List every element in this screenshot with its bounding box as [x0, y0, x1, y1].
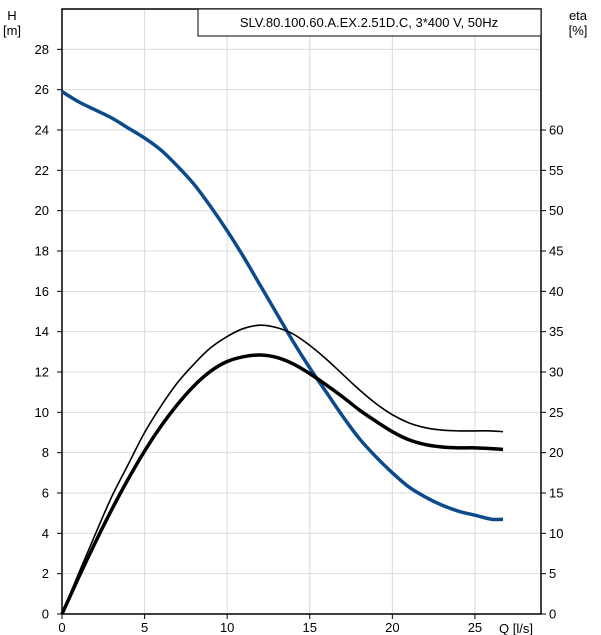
chart-title-box: SLV.80.100.60.A.EX.2.51D.C, 3*400 V, 50H… — [197, 8, 542, 37]
y-right-tick-label: 50 — [549, 203, 563, 218]
x-axis-label: Q [l/s] — [499, 621, 533, 635]
axis-ticks: 0 5 10 15 20 25024681012141618202224262805101… — [35, 42, 564, 635]
chart-title-frame — [197, 8, 542, 37]
y-right-tick-label: 30 — [549, 365, 563, 380]
right-axis-label-line-2: [%] — [569, 23, 588, 38]
x-tick-label: 0 — [58, 620, 65, 635]
right-axis-label: eta [%] — [569, 8, 588, 38]
y-left-tick-label: 16 — [35, 284, 49, 299]
y-left-tick-label: 4 — [42, 526, 49, 541]
x-tick-label: 10 — [220, 620, 234, 635]
y-left-tick-label: 28 — [35, 42, 49, 57]
y-right-tick-label: 55 — [549, 163, 563, 178]
series-layer — [60, 90, 504, 615]
y-left-tick-label: 12 — [35, 365, 49, 380]
x-tick-label: 25 — [468, 620, 482, 635]
y-right-tick-label: 40 — [549, 284, 563, 299]
y-left-tick-label: 8 — [42, 445, 49, 460]
left-axis-label-line-2: [m] — [3, 23, 21, 38]
head-curve — [61, 90, 504, 522]
x-tick-label: 15 — [303, 620, 317, 635]
y-left-tick-label: 10 — [35, 405, 49, 420]
y-right-tick-label: 20 — [549, 445, 563, 460]
y-left-tick-label: 20 — [35, 203, 49, 218]
x-tick-label: 20 — [385, 620, 399, 635]
y-left-tick-label: 6 — [42, 486, 49, 501]
y-left-tick-label: 26 — [35, 82, 49, 97]
y-right-tick-label: 0 — [549, 607, 556, 622]
left-axis-label-line-1: H — [7, 8, 16, 23]
y-left-tick-label: 0 — [42, 607, 49, 622]
y-left-tick-label: 24 — [35, 123, 49, 138]
y-left-tick-label: 18 — [35, 244, 49, 259]
y-right-tick-label: 5 — [549, 566, 556, 581]
left-axis-label: H [m] — [3, 8, 21, 38]
y-right-tick-label: 35 — [549, 324, 563, 339]
y-left-tick-label: 14 — [35, 324, 49, 339]
chart-title: SLV.80.100.60.A.EX.2.51D.C, 3*400 V, 50H… — [240, 15, 498, 30]
y-right-tick-label: 45 — [549, 244, 563, 259]
plot-frame — [61, 8, 542, 615]
y-left-tick-label: 22 — [35, 163, 49, 178]
y-left-tick-label: 2 — [42, 566, 49, 581]
grid — [61, 8, 541, 615]
efficiency-curve-lower — [60, 353, 504, 615]
x-tick-label: 5 — [141, 620, 148, 635]
efficiency-curve-upper — [61, 324, 504, 615]
y-right-tick-label: 10 — [549, 526, 563, 541]
y-right-tick-label: 15 — [549, 486, 563, 501]
y-right-tick-label: 25 — [549, 405, 563, 420]
right-axis-label-line-1: eta — [569, 8, 588, 23]
y-right-tick-label: 60 — [549, 123, 563, 138]
